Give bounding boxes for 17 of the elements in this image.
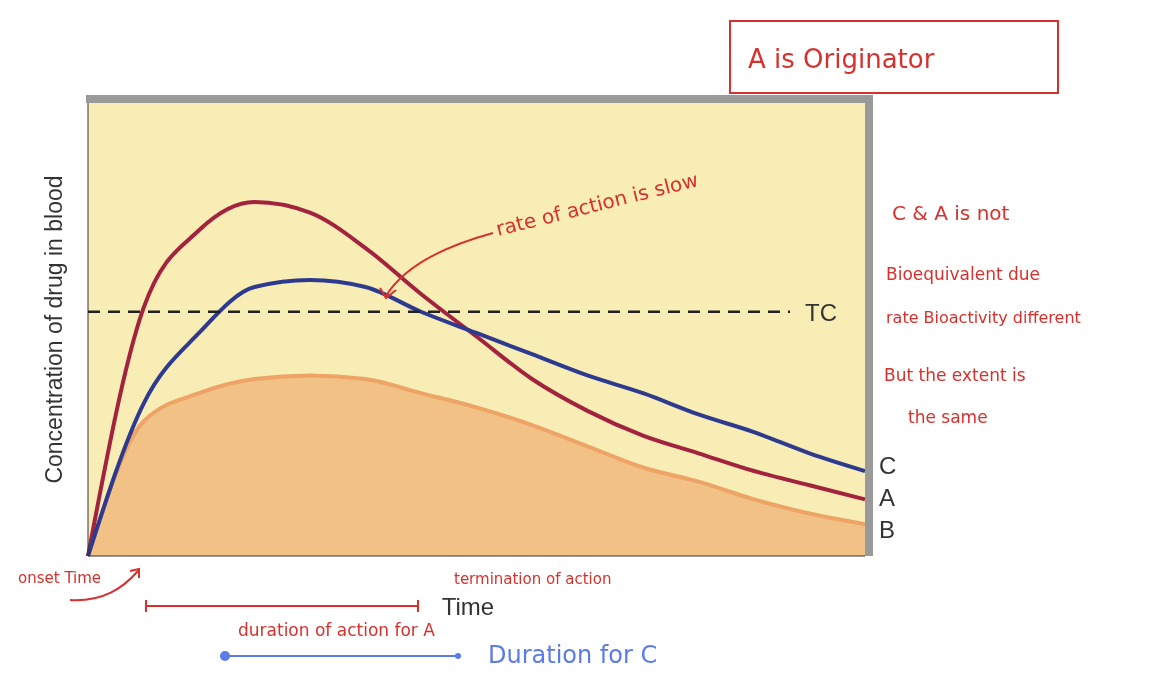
text: Bioequivalent due bbox=[886, 264, 1041, 284]
y-axis-title: Concentration of drug in blood bbox=[41, 175, 67, 484]
text: onset Time bbox=[18, 569, 102, 587]
text: A is Originator bbox=[748, 44, 935, 74]
text: C & A is not bbox=[892, 201, 1010, 225]
ref-line-label: TC bbox=[805, 298, 837, 326]
text: the same bbox=[908, 407, 988, 427]
series-label: C bbox=[879, 452, 897, 479]
series-label: A bbox=[879, 484, 896, 511]
text: duration of action for A bbox=[238, 620, 436, 640]
text: rate Bioactivity different bbox=[886, 308, 1081, 327]
text: Duration for C bbox=[488, 641, 658, 669]
series-label: B bbox=[879, 516, 896, 543]
text: termination of action bbox=[454, 570, 612, 588]
text: But the extent is bbox=[884, 365, 1026, 385]
x-axis-title: Time bbox=[441, 593, 495, 620]
annotation: rate of action is slow bbox=[493, 167, 701, 241]
